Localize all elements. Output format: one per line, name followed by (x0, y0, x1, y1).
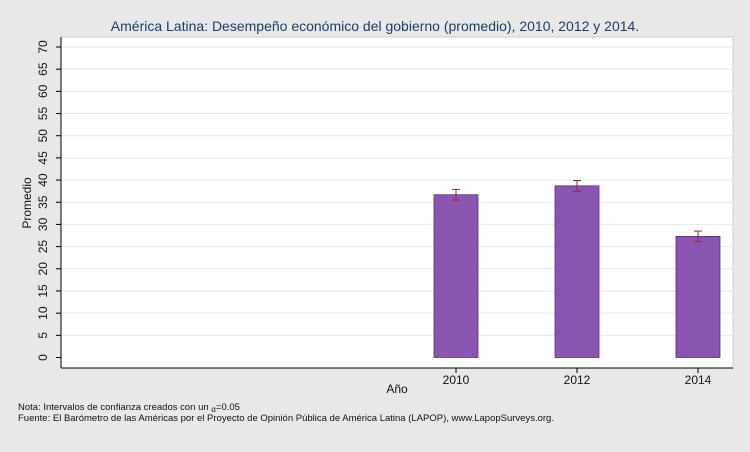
y-tick-label: 45 (36, 151, 50, 165)
y-axis-title: Promedio (20, 177, 34, 229)
y-axis-ticks: 0 5 10 15 20 25 30 35 40 45 50 55 60 65 70 (36, 40, 61, 361)
y-tick-label: 15 (36, 284, 50, 298)
y-tick-label: 60 (36, 84, 50, 98)
footnote-source: Fuente: El Barómetro de las Américas por… (18, 413, 554, 424)
y-tick-label: 50 (36, 129, 50, 143)
x-axis-title: Año (386, 382, 408, 396)
y-tick-label: 5 (36, 332, 50, 339)
bar-2014 (675, 236, 721, 358)
bar-2012 (554, 185, 600, 358)
x-tick-label: 2010 (443, 373, 470, 387)
y-tick-label: 20 (36, 262, 50, 276)
footnote-confidence: Nota: Intervalos de confianza creados co… (18, 402, 240, 414)
y-tick-label: 30 (36, 217, 50, 231)
x-tick-label: 2014 (685, 373, 712, 387)
footnote-prefix: Nota: Intervalos de confianza creados co… (18, 402, 211, 413)
y-tick-label: 55 (36, 107, 50, 121)
y-tick-label: 10 (36, 306, 50, 320)
x-axis-ticks: 2010 2012 2014 (443, 368, 712, 387)
bar-2010 (433, 194, 479, 358)
x-tick-label: 2012 (564, 373, 591, 387)
y-tick-label: 25 (36, 240, 50, 254)
y-tick-label: 40 (36, 173, 50, 187)
grid-lines (62, 46, 733, 336)
footnote-suffix: =0.05 (216, 402, 240, 413)
error-bars (452, 180, 702, 243)
y-tick-label: 0 (36, 354, 50, 361)
y-tick-label: 35 (36, 195, 50, 209)
y-tick-label: 70 (36, 40, 50, 54)
chart-title: América Latina: Desempeño económico del … (111, 18, 639, 34)
y-tick-label: 65 (36, 62, 50, 76)
bars (433, 185, 721, 358)
footnote-alpha: α (211, 405, 216, 414)
